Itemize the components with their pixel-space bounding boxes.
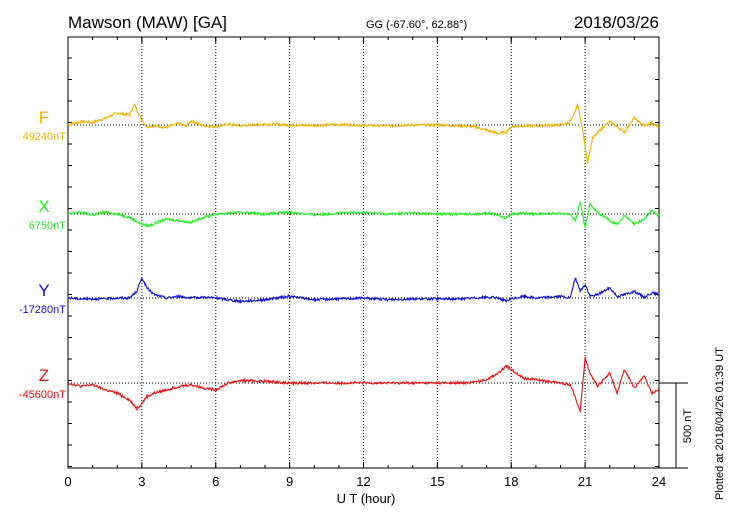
station-coords: GG (-67.60°, 62.88°) (366, 19, 467, 31)
frame-ticks (67, 37, 660, 468)
x-tick-label: 24 (652, 474, 666, 489)
baseline-value-f: 49240nT (23, 131, 67, 143)
series-line-z (67, 356, 660, 414)
x-tick-label: 3 (138, 474, 145, 489)
series-label-z: Z (39, 366, 49, 385)
chart-title: Mawson (MAW) [GA] (68, 13, 227, 32)
chart-date: 2018/03/26 (574, 13, 659, 32)
series-label-y: Y (38, 281, 49, 300)
plotted-note: Plotted at 2018/04/26 01:39 UT (714, 347, 726, 500)
channel-labels: F 49240nT X 6750nT Y -17280nT Z -45600nT (19, 108, 66, 401)
x-tick-label: 9 (286, 474, 293, 489)
baseline-value-y: -17280nT (19, 304, 66, 316)
series-line-y (67, 277, 660, 304)
x-tick-label: 21 (578, 474, 592, 489)
x-tick-label: 6 (212, 474, 219, 489)
x-tick-label: 12 (356, 474, 370, 489)
x-tick-label: 15 (430, 474, 444, 489)
baseline-value-x: 6750nT (29, 220, 67, 232)
series-label-x: X (38, 197, 49, 216)
x-tick-label: 18 (504, 474, 518, 489)
x-tick-label: 0 (64, 474, 71, 489)
x-axis-label: U T (hour) (337, 491, 396, 506)
scale-bar: 500 nT (659, 382, 694, 469)
scale-bar-label: 500 nT (682, 409, 694, 444)
series-line-x (67, 201, 660, 228)
grid-lines (141, 37, 586, 468)
x-tick-labels: 0 3 6 9 12 15 18 21 24 (64, 474, 666, 489)
baseline-value-z: -45600nT (19, 389, 66, 401)
series-line-f (67, 102, 660, 164)
series-lines (67, 102, 660, 414)
series-label-f: F (39, 108, 49, 127)
